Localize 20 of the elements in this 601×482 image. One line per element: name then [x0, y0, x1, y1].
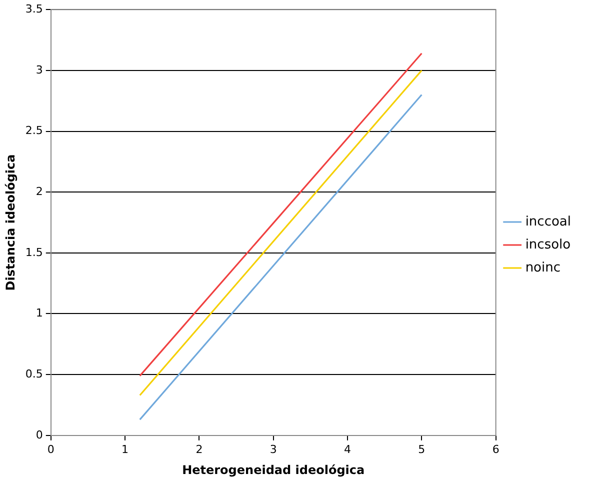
x-tick-label: 3 — [270, 442, 277, 456]
x-tick-label: 5 — [418, 442, 426, 456]
x-tick-label: 4 — [344, 442, 352, 456]
x-axis-title: Heterogeneidad ideológica — [182, 462, 365, 477]
x-tick-label: 6 — [492, 442, 500, 456]
legend-label: incsolo — [525, 237, 571, 252]
x-tick-label: 1 — [122, 442, 129, 456]
y-tick-label: 2.5 — [25, 124, 43, 138]
y-tick-label: 0.5 — [25, 367, 43, 380]
legend-label: noinc — [525, 260, 561, 276]
y-tick-label: 1.5 — [25, 246, 43, 259]
y-tick-label: 2 — [36, 184, 43, 198]
legend-label: inccoal — [525, 214, 572, 230]
y-tick-label: 1 — [36, 306, 43, 320]
x-tick-label: 2 — [196, 442, 203, 456]
y-tick-label: 3.5 — [25, 2, 43, 16]
y-tick-label: 0 — [36, 428, 43, 442]
y-axis-title: Distancia ideológica — [3, 154, 18, 291]
x-tick-label: 0 — [47, 442, 54, 456]
y-tick-label: 3 — [36, 63, 43, 76]
